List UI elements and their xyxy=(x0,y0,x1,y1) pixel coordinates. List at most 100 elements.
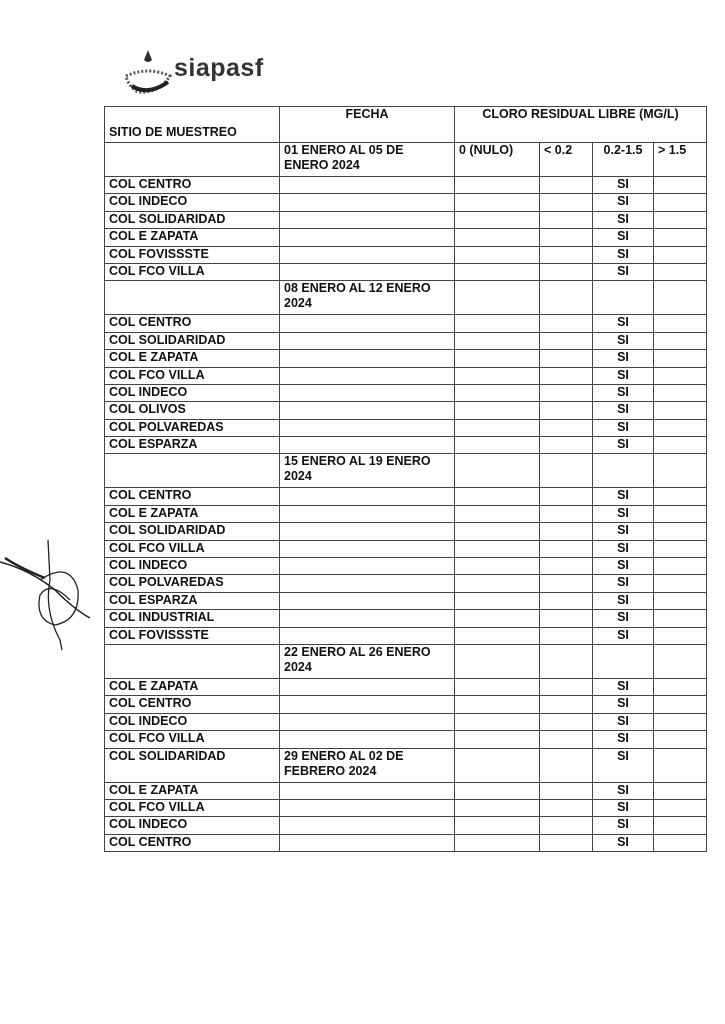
fecha-cell xyxy=(279,557,455,576)
site-cell: COL FOVISSSTE xyxy=(104,626,280,645)
result-cell: SI xyxy=(592,331,654,351)
site-cell: COL SOLIDARIDAD xyxy=(104,210,280,230)
result-cell: SI xyxy=(592,798,654,818)
result-cell: SI xyxy=(592,436,654,455)
result-cell: SI xyxy=(592,314,654,333)
result-cell xyxy=(539,522,593,541)
table-row: COL POLVAREDAS SI xyxy=(104,574,707,593)
result-cell: SI xyxy=(592,609,654,628)
result-cell xyxy=(653,418,707,438)
table-row: COL E ZAPATA SI xyxy=(104,504,707,524)
fecha-cell xyxy=(279,228,455,247)
result-cell xyxy=(653,262,707,282)
result-cell: SI xyxy=(592,730,654,749)
result-cell xyxy=(653,626,707,645)
result-cell: SI xyxy=(592,366,654,385)
site-cell: COL FCO VILLA xyxy=(104,262,280,282)
result-cell xyxy=(454,193,540,212)
result-cell xyxy=(539,487,593,506)
fecha-cell xyxy=(279,591,455,611)
result-cell xyxy=(539,677,593,697)
result-cell xyxy=(454,228,540,247)
site-cell: COL E ZAPATA xyxy=(104,677,280,697)
result-cell xyxy=(653,314,707,333)
result-cell: SI xyxy=(592,228,654,247)
week-header-row: 22 ENERO AL 26 ENERO 2024 xyxy=(104,643,707,679)
result-cell: SI xyxy=(592,695,654,714)
result-cell xyxy=(454,626,540,645)
result-cell: SI xyxy=(592,383,654,403)
result-cell xyxy=(454,747,540,783)
result-cell xyxy=(653,695,707,714)
site-cell: COL SOLIDARIDAD xyxy=(104,331,280,351)
result-cell: SI xyxy=(592,626,654,645)
table-row: COL CENTRO SI xyxy=(104,175,707,195)
result-cell: SI xyxy=(592,833,654,853)
fecha-cell xyxy=(279,314,455,333)
fecha-cell xyxy=(279,487,455,506)
result-cell xyxy=(539,331,593,351)
result-cell: SI xyxy=(592,816,654,835)
result-cell xyxy=(454,609,540,628)
result-cell xyxy=(454,522,540,541)
result-cell xyxy=(539,781,593,800)
site-cell xyxy=(104,142,280,177)
result-cell xyxy=(539,366,593,385)
result-cell xyxy=(653,210,707,230)
table-row: COL CENTRO SI xyxy=(104,833,707,853)
fecha-cell xyxy=(279,816,455,835)
result-cell xyxy=(539,591,593,611)
site-cell: COL INDECO xyxy=(104,557,280,576)
result-cell xyxy=(539,401,593,420)
table-row: COL E ZAPATA SI xyxy=(104,349,707,368)
result-cell: SI xyxy=(592,539,654,559)
site-cell: COL FCO VILLA xyxy=(104,798,280,818)
table-row: COL SOLIDARIDAD SI xyxy=(104,522,707,541)
result-cell xyxy=(454,816,540,835)
result-cell xyxy=(653,798,707,818)
fecha-cell xyxy=(279,626,455,645)
site-cell: COL INDUSTRIAL xyxy=(104,609,280,628)
site-cell: COL E ZAPATA xyxy=(104,504,280,524)
site-cell: COL E ZAPATA xyxy=(104,349,280,368)
result-cell: SI xyxy=(592,349,654,368)
fecha-cell xyxy=(279,331,455,351)
table-row: COL SOLIDARIDAD SI xyxy=(104,210,707,230)
table-row: COL INDECO SI xyxy=(104,816,707,835)
fecha-cell xyxy=(279,781,455,800)
result-cell xyxy=(653,175,707,195)
result-cell xyxy=(653,349,707,368)
table-row: COL INDUSTRIAL SI xyxy=(104,609,707,628)
result-cell xyxy=(539,436,593,455)
result-cell: SI xyxy=(592,262,654,282)
handwritten-signature xyxy=(0,540,91,650)
table-row: COL INDECO SI xyxy=(104,712,707,732)
result-cell xyxy=(454,677,540,697)
result-cell: SI xyxy=(592,677,654,697)
fecha-cell xyxy=(279,712,455,732)
result-cell xyxy=(653,280,707,316)
result-cell: SI xyxy=(592,522,654,541)
table-row: COL E ZAPATA SI xyxy=(104,781,707,800)
result-cell xyxy=(454,314,540,333)
result-cell xyxy=(653,557,707,576)
result-cell xyxy=(454,539,540,559)
site-cell: COL ESPARZA xyxy=(104,436,280,455)
fecha-cell xyxy=(279,833,455,853)
result-cell xyxy=(653,245,707,264)
result-cell xyxy=(653,730,707,749)
result-cell xyxy=(539,245,593,264)
result-cell xyxy=(653,643,707,679)
result-cell xyxy=(653,193,707,212)
result-cell xyxy=(653,816,707,835)
range-header: 0 (NULO) xyxy=(454,142,540,177)
chlorine-sampling-table: SITIO DE MUESTREO FECHA CLORO RESIDUAL L… xyxy=(104,106,707,853)
site-cell xyxy=(104,280,280,316)
result-cell xyxy=(653,366,707,385)
result-cell xyxy=(653,453,707,489)
site-cell: COL INDECO xyxy=(104,816,280,835)
result-cell xyxy=(454,833,540,853)
result-cell xyxy=(653,539,707,559)
site-cell: COL CENTRO xyxy=(104,695,280,714)
result-cell xyxy=(539,539,593,559)
